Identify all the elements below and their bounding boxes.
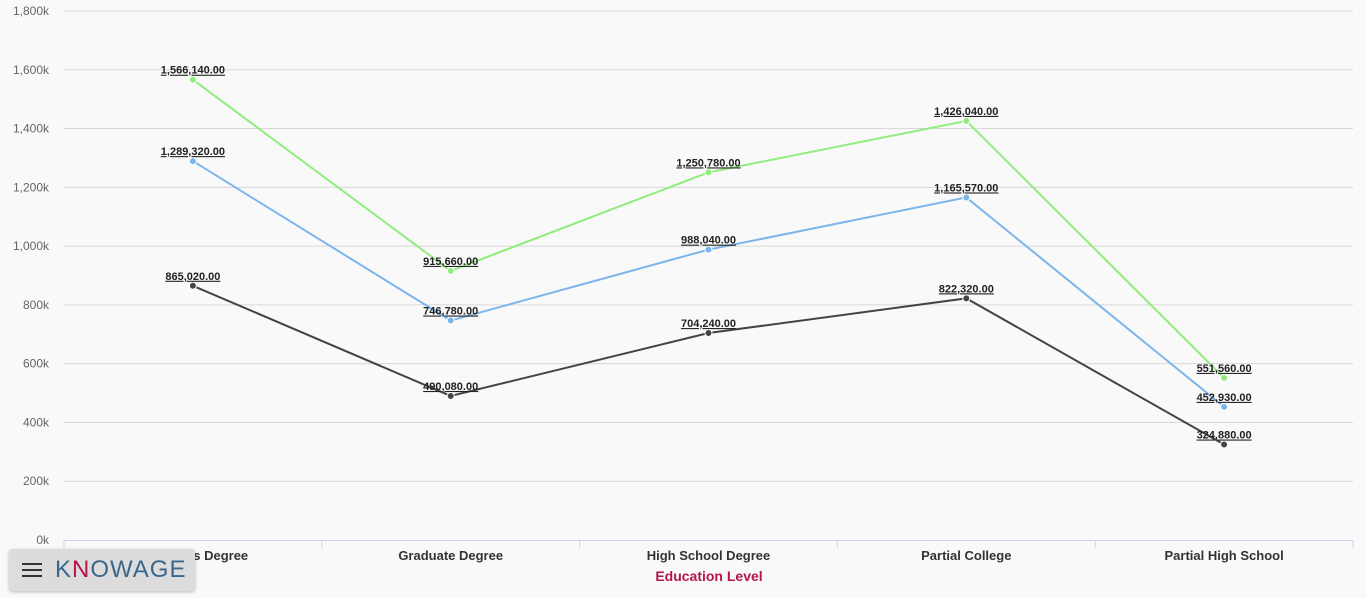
y-tick-label: 1,800k xyxy=(13,4,50,18)
data-point xyxy=(446,316,455,325)
y-tick-label: 200k xyxy=(23,474,50,488)
data-point xyxy=(962,294,971,303)
data-point xyxy=(704,168,713,177)
x-axis-title: Education Level xyxy=(655,568,762,584)
y-tick-label: 800k xyxy=(23,298,50,312)
series-line xyxy=(192,160,1225,408)
data-point xyxy=(188,75,197,84)
data-point xyxy=(446,266,455,275)
series-line xyxy=(192,284,1225,446)
data-point xyxy=(1220,373,1229,382)
data-point xyxy=(1220,402,1229,411)
chart-data-labels: 1,566,140.00 915,660.00 1,250,780.00 1,426,… xyxy=(161,65,1252,442)
knowage-logo: KNOWAGE xyxy=(55,556,187,583)
data-label: 490,080.00 xyxy=(423,381,478,393)
data-label: 988,040.00 xyxy=(681,235,736,247)
data-point xyxy=(446,391,455,400)
knowage-toolbar: KNOWAGE xyxy=(9,549,195,591)
data-point xyxy=(962,193,971,202)
data-point xyxy=(962,116,971,125)
y-tick-label: 600k xyxy=(23,357,50,371)
x-tick-label: Partial College xyxy=(921,548,1011,563)
hamburger-menu-icon xyxy=(22,563,42,577)
data-point xyxy=(704,329,713,338)
x-tick-label: Partial High School xyxy=(1165,548,1284,563)
y-tick-label: 0k xyxy=(36,533,50,547)
y-tick-label: 1,600k xyxy=(13,63,50,77)
data-label: 822,320.00 xyxy=(939,283,994,295)
data-label: 1,250,780.00 xyxy=(676,157,740,169)
data-label: 1,426,040.00 xyxy=(934,106,998,118)
data-label: 865,020.00 xyxy=(165,271,220,283)
hamburger-menu-button[interactable] xyxy=(9,549,55,591)
y-axis: 0k 200k 400k 600k 800k 1,000k 1,200k 1,400k 1,60… xyxy=(13,4,50,547)
data-label: 915,660.00 xyxy=(423,256,478,268)
data-label: 746,780.00 xyxy=(423,306,478,318)
data-label: 452,930.00 xyxy=(1197,392,1252,404)
data-label: 551,560.00 xyxy=(1197,363,1252,375)
x-tick-label: High School Degree xyxy=(647,548,771,563)
data-label: 1,289,320.00 xyxy=(161,146,225,158)
y-tick-label: 1,200k xyxy=(13,180,50,194)
y-tick-label: 400k xyxy=(23,415,50,429)
y-tick-label: 1,000k xyxy=(13,239,50,253)
data-label: 1,165,570.00 xyxy=(934,182,998,194)
data-label: 324,880.00 xyxy=(1197,430,1252,442)
data-point xyxy=(188,157,197,166)
x-tick-label: Graduate Degree xyxy=(398,548,503,563)
data-point xyxy=(1220,440,1229,449)
data-label: 1,566,140.00 xyxy=(161,65,225,77)
data-point xyxy=(188,281,197,290)
data-label: 704,240.00 xyxy=(681,318,736,330)
chart-series xyxy=(188,75,1229,449)
y-tick-label: 1,400k xyxy=(13,122,50,136)
data-point xyxy=(704,245,713,254)
